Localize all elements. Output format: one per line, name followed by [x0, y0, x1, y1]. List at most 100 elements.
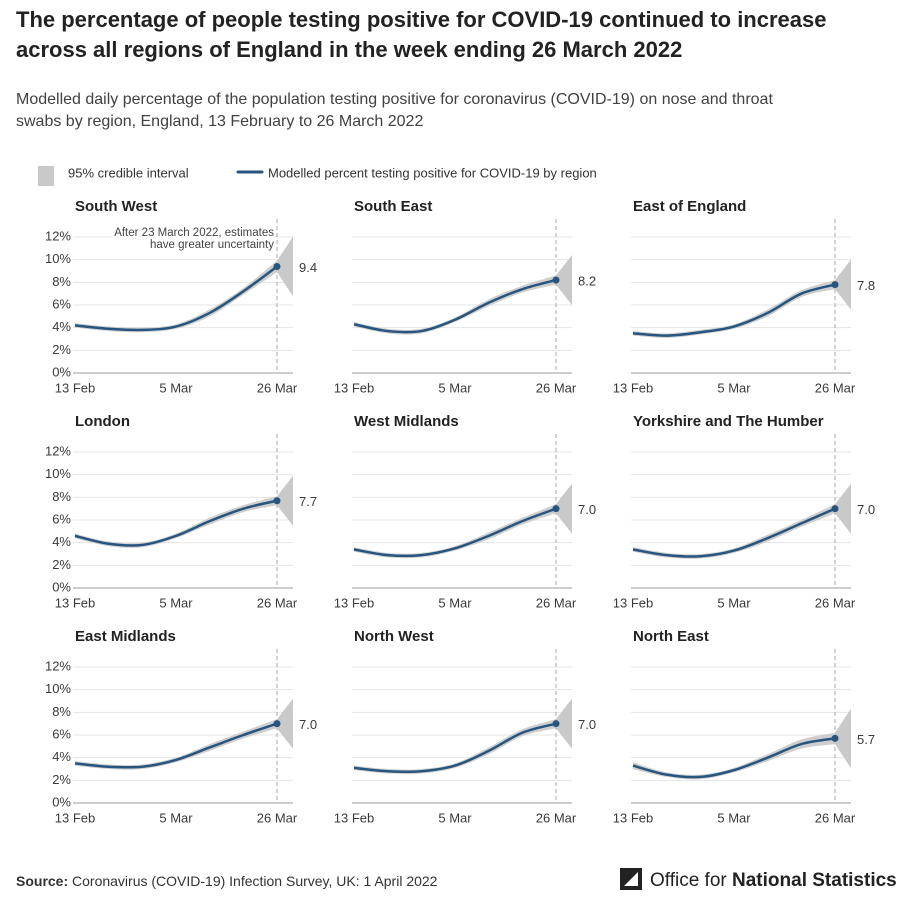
- line: [353, 507, 557, 558]
- interval-wedge: [556, 698, 572, 749]
- value-label: 7.8: [857, 278, 875, 293]
- panel: North West 13 Feb 5 Mar 26 Mar 7.0: [334, 628, 596, 825]
- y-tick-label: 12%: [45, 228, 71, 243]
- x-tick-label: 13 Feb: [55, 595, 95, 610]
- interval-band: [75, 496, 277, 548]
- logo-light: Office for: [650, 870, 727, 891]
- value-label: 5.7: [857, 732, 875, 747]
- line: [353, 722, 557, 774]
- x-tick-label: 13 Feb: [334, 595, 374, 610]
- panel: South West 0% 2% 4% 6% 8% 10% 12% 13 Feb 5 Mar 26 …: [45, 198, 317, 395]
- legend-label: 95% credible interval: [68, 165, 189, 180]
- interval-band: [633, 280, 835, 338]
- interval-band: [354, 504, 556, 559]
- end-point: [831, 281, 839, 289]
- y-tick-label: 4%: [52, 534, 71, 549]
- x-tick-label: 26 Mar: [815, 810, 856, 825]
- x-tick-label: 26 Mar: [815, 595, 856, 610]
- y-tick-label: 8%: [52, 704, 71, 719]
- interval-band: [75, 719, 277, 770]
- panel: South East 13 Feb 5 Mar 26 Mar 8.2: [334, 198, 596, 395]
- value-label: 7.0: [578, 717, 596, 732]
- logo-bold: National Statistics: [732, 870, 897, 891]
- y-tick-label: 2%: [52, 342, 71, 357]
- x-tick-label: 26 Mar: [257, 595, 298, 610]
- panel-title: London: [75, 413, 130, 430]
- x-tick-label: 5 Mar: [159, 380, 193, 395]
- y-tick-label: 10%: [45, 466, 71, 481]
- y-tick-label: 2%: [52, 557, 71, 572]
- source: Source: Coronavirus (COVID-19) Infection…: [16, 873, 438, 889]
- legend-swatch: [38, 166, 54, 186]
- end-point: [831, 505, 839, 513]
- y-tick-label: 6%: [52, 511, 71, 526]
- title: The percentage of people testing positiv…: [16, 7, 826, 32]
- value-label: 7.7: [299, 494, 317, 509]
- x-tick-label: 5 Mar: [159, 810, 193, 825]
- subtitle: Modelled daily percentage of the populat…: [16, 91, 773, 108]
- panel-title: South East: [354, 198, 432, 215]
- annotation: After 23 March 2022, estimates: [114, 227, 274, 239]
- y-tick-label: 6%: [52, 296, 71, 311]
- panel-title: North East: [633, 628, 709, 645]
- x-tick-label: 5 Mar: [717, 380, 751, 395]
- end-point: [552, 505, 560, 513]
- line: [74, 722, 278, 769]
- x-tick-label: 13 Feb: [334, 810, 374, 825]
- x-tick-label: 13 Feb: [334, 380, 374, 395]
- logo: Office for National Statistics: [620, 868, 897, 891]
- logo-text: Office for National Statistics: [650, 870, 897, 891]
- interval-wedge: [556, 483, 572, 534]
- interval-wedge: [277, 236, 293, 297]
- end-point: [831, 734, 839, 742]
- interval-band: [75, 260, 277, 333]
- interval-wedge: [277, 475, 293, 526]
- panel-title: Yorkshire and The Humber: [633, 413, 824, 430]
- y-tick-label: 2%: [52, 772, 71, 787]
- interval-wedge: [835, 483, 851, 534]
- y-tick-label: 0%: [52, 364, 71, 379]
- value-label: 7.0: [857, 502, 875, 517]
- x-tick-label: 26 Mar: [815, 380, 856, 395]
- interval-wedge: [835, 259, 851, 310]
- x-tick-label: 13 Feb: [613, 595, 653, 610]
- x-tick-label: 13 Feb: [55, 380, 95, 395]
- x-tick-label: 26 Mar: [536, 595, 577, 610]
- interval-wedge: [835, 708, 851, 769]
- line: [632, 737, 836, 779]
- panel-title: East of England: [633, 198, 746, 215]
- value-label: 8.2: [578, 274, 596, 289]
- interval-wedge: [556, 255, 572, 306]
- x-tick-label: 26 Mar: [536, 810, 577, 825]
- y-tick-label: 10%: [45, 251, 71, 266]
- source-label: Source:: [16, 873, 68, 889]
- x-tick-label: 5 Mar: [717, 810, 751, 825]
- y-tick-label: 8%: [52, 274, 71, 289]
- line: [74, 265, 278, 332]
- end-point: [552, 720, 560, 728]
- x-tick-label: 5 Mar: [159, 595, 193, 610]
- y-tick-label: 0%: [52, 579, 71, 594]
- x-tick-label: 26 Mar: [257, 380, 298, 395]
- panel-title: North West: [354, 628, 434, 645]
- interval-band: [633, 732, 835, 780]
- panel: Yorkshire and The Humber 13 Feb 5 Mar 26 Ma…: [613, 413, 875, 610]
- end-point: [273, 720, 281, 728]
- x-tick-label: 13 Feb: [55, 810, 95, 825]
- x-tick-label: 26 Mar: [536, 380, 577, 395]
- panel: East of England 13 Feb 5 Mar 26 Mar 7.8: [613, 198, 875, 395]
- interval-band: [354, 719, 556, 775]
- legend-label: Modelled percent testing positive for CO…: [268, 165, 597, 180]
- y-tick-label: 12%: [45, 658, 71, 673]
- x-tick-label: 5 Mar: [438, 810, 472, 825]
- x-tick-label: 13 Feb: [613, 810, 653, 825]
- subtitle: swabs by region, England, 13 February to…: [16, 113, 423, 130]
- y-tick-label: 10%: [45, 681, 71, 696]
- x-tick-label: 5 Mar: [438, 595, 472, 610]
- line: [353, 278, 557, 334]
- title: across all regions of England in the wee…: [16, 37, 682, 62]
- y-tick-label: 0%: [52, 794, 71, 809]
- value-label: 7.0: [299, 717, 317, 732]
